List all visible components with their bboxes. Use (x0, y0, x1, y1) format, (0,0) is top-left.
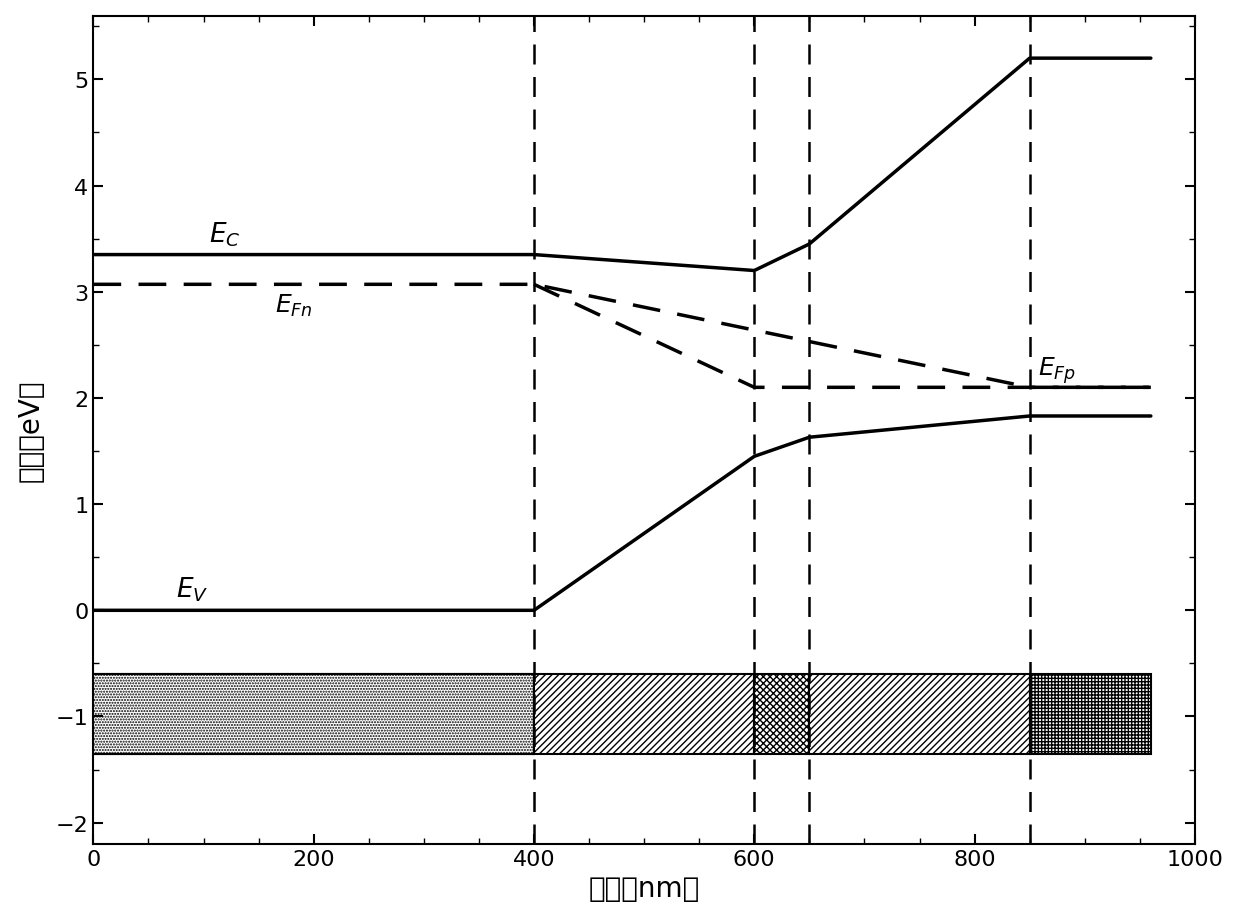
Bar (534, 675, 754, 754)
Text: $E_{Fn}$: $E_{Fn}$ (275, 292, 312, 318)
Bar (93, 675, 534, 754)
X-axis label: 距离（nm）: 距离（nm） (589, 874, 699, 902)
Y-axis label: 能量（eV）: 能量（eV） (16, 380, 45, 482)
Bar (810, 675, 1029, 754)
Text: $E_C$: $E_C$ (210, 220, 241, 248)
Bar (754, 675, 810, 754)
Text: $E_V$: $E_V$ (176, 575, 208, 604)
Bar (1029, 675, 1151, 754)
Bar (93, 675, 534, 754)
Text: $E_{Fp}$: $E_{Fp}$ (1038, 355, 1076, 385)
